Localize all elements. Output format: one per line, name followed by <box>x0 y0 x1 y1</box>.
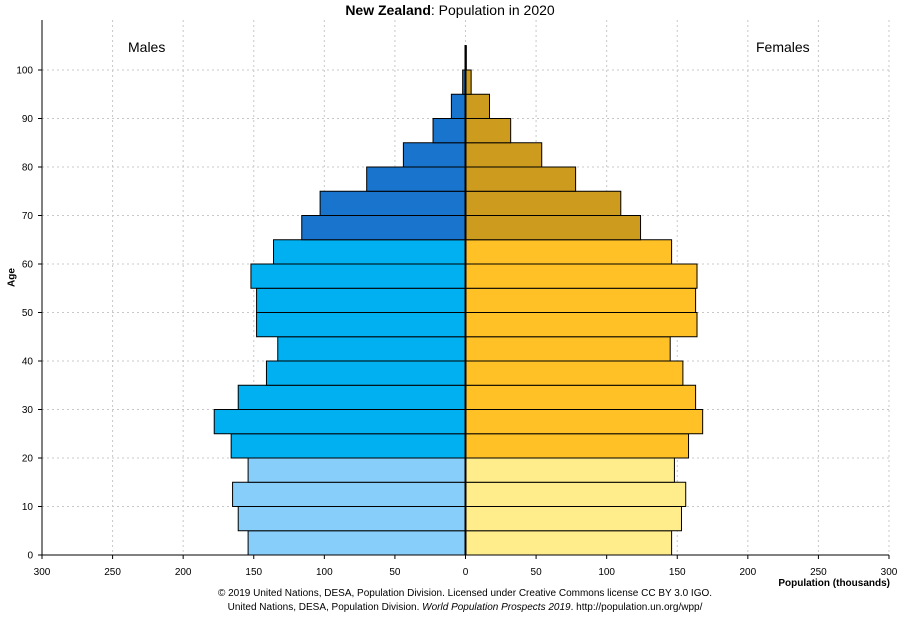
female-bar-15-19 <box>465 457 675 483</box>
female-bar-80-84 <box>465 142 543 168</box>
male-bar-50-54 <box>256 287 466 313</box>
male-bar-35-39 <box>265 360 466 386</box>
source-credit-pre: United Nations, DESA, Population Divisio… <box>227 602 423 613</box>
male-bar-90-94 <box>450 93 466 119</box>
y-tick-label: 90 <box>22 114 34 125</box>
female-bar-55-59 <box>465 263 698 289</box>
chart-title-country: New Zealand <box>345 2 431 18</box>
male-bar-45-49 <box>256 312 466 338</box>
male-bar-75-79 <box>366 166 466 192</box>
female-bar-45-49 <box>465 312 698 338</box>
male-bar-25-29 <box>213 409 466 435</box>
female-bar-65-69 <box>465 215 642 241</box>
male-bar-85-89 <box>432 118 467 144</box>
y-tick-label: 100 <box>16 66 33 77</box>
male-bar-5-9 <box>237 506 466 532</box>
male-bar-20-24 <box>230 433 466 459</box>
male-bar-15-19 <box>247 457 466 483</box>
female-bar-60-64 <box>465 239 673 265</box>
x-tick-label: 150 <box>245 567 262 578</box>
chart-title-rest: : Population in 2020 <box>430 2 555 18</box>
female-bar-25-29 <box>465 409 704 435</box>
female-bar-35-39 <box>465 360 684 386</box>
x-tick-label: 150 <box>669 567 686 578</box>
female-bar-40-44 <box>465 336 671 362</box>
x-axis-label: Population (thousands) <box>778 578 890 589</box>
female-bar-10-14 <box>465 481 687 507</box>
x-tick-label: 250 <box>810 567 827 578</box>
male-bar-10-14 <box>232 481 466 507</box>
y-tick-label: 70 <box>22 211 34 222</box>
copyright-credit: © 2019 United Nations, DESA, Population … <box>217 588 713 599</box>
x-tick-label: 100 <box>598 567 615 578</box>
source-credit-post: . http://population.un.org/wpp/ <box>570 602 703 613</box>
female-bar-75-79 <box>465 166 577 192</box>
x-tick-label: 250 <box>104 567 121 578</box>
y-tick-label: 50 <box>22 308 34 319</box>
female-bar-20-24 <box>465 433 690 459</box>
male-bar-30-34 <box>237 384 466 410</box>
female-bar-85-89 <box>465 118 512 144</box>
x-tick-label: 300 <box>881 567 898 578</box>
y-tick-label: 80 <box>22 163 34 174</box>
male-bar-0-4 <box>247 530 466 556</box>
x-tick-label: 0 <box>463 567 469 578</box>
female-bar-70-74 <box>465 190 622 216</box>
source-credit: United Nations, DESA, Population Divisio… <box>0 602 900 613</box>
chart-title: New Zealand: Population in 2020 <box>0 2 900 18</box>
y-tick-label: 30 <box>22 405 34 416</box>
y-tick-label: 0 <box>27 551 33 562</box>
y-tick-label: 20 <box>22 454 34 465</box>
x-tick-label: 50 <box>531 567 543 578</box>
x-tick-label: 200 <box>175 567 192 578</box>
y-tick-label: 60 <box>22 260 34 271</box>
female-bar-5-9 <box>465 506 682 532</box>
female-bar-50-54 <box>465 287 697 313</box>
source-credit-italic: World Population Prospects 2019 <box>422 602 571 613</box>
y-tick-label: 40 <box>22 357 34 368</box>
females-label: Females <box>756 39 810 55</box>
male-bar-60-64 <box>273 239 466 265</box>
x-tick-label: 50 <box>389 567 401 578</box>
males-label: Males <box>128 39 166 55</box>
y-axis-label: Age <box>6 268 18 287</box>
female-bar-30-34 <box>465 384 697 410</box>
x-tick-label: 100 <box>316 567 333 578</box>
x-tick-label: 200 <box>739 567 756 578</box>
x-tick-label: 300 <box>34 567 51 578</box>
male-bar-70-74 <box>319 190 466 216</box>
male-bar-65-69 <box>301 215 466 241</box>
female-bar-90-94 <box>465 93 490 119</box>
y-tick-label: 10 <box>22 502 34 513</box>
male-bar-40-44 <box>277 336 466 362</box>
male-bar-55-59 <box>250 263 466 289</box>
male-bar-80-84 <box>402 142 466 168</box>
female-bar-0-4 <box>465 530 673 556</box>
